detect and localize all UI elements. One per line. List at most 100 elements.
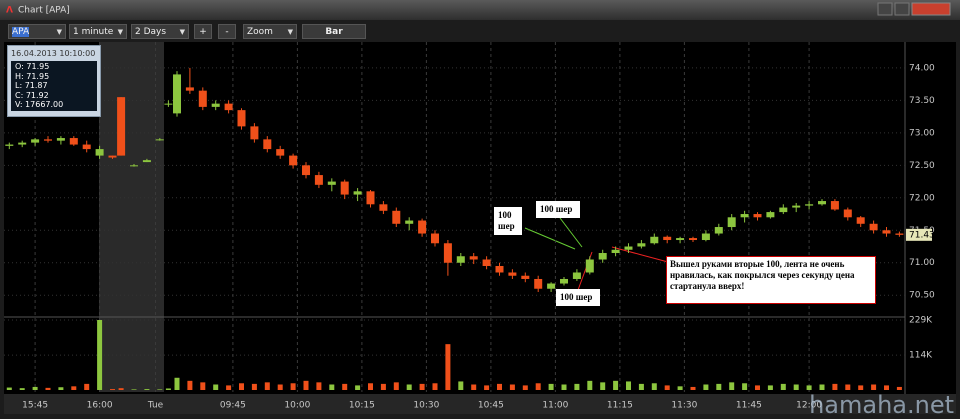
annotation: 100 шер xyxy=(536,201,580,218)
volume-bar xyxy=(884,385,889,390)
volume-bar xyxy=(144,389,150,390)
volume-bar xyxy=(342,383,348,390)
y-tick-label: 71.00 xyxy=(909,258,935,268)
volume-bar xyxy=(742,383,748,390)
candle-body xyxy=(276,149,285,156)
info-line: L: 71.87 xyxy=(15,81,48,90)
candle-body xyxy=(456,256,465,263)
x-tick-label: 10:30 xyxy=(413,401,439,411)
candle-body xyxy=(237,110,246,127)
volume-bar xyxy=(509,384,515,390)
candle-body xyxy=(869,223,878,231)
info-date: 16.04.2013 10:10:00 xyxy=(11,49,96,58)
comment-box: Вышел руками вторые 100, лента не очень … xyxy=(666,256,876,304)
candle-body xyxy=(766,212,775,218)
candle-body xyxy=(366,191,375,205)
candle-body xyxy=(224,103,233,111)
style-button[interactable]: Bar xyxy=(302,24,366,39)
candle-body xyxy=(663,236,672,241)
y-tick-label: 73.50 xyxy=(909,96,935,106)
x-tick-label: 11:45 xyxy=(736,401,762,411)
volume-bar xyxy=(703,384,709,390)
volume-bar xyxy=(858,385,864,390)
candle-body xyxy=(130,165,138,167)
candle-body xyxy=(82,144,91,150)
volume-bar xyxy=(303,380,309,390)
volume-bar xyxy=(716,383,722,390)
volume-bar xyxy=(845,384,851,390)
volume-bar xyxy=(729,382,735,390)
x-tick-label: 10:00 xyxy=(284,401,310,411)
volume-bar xyxy=(574,383,580,390)
volume-bar xyxy=(393,382,399,390)
candle-body xyxy=(18,142,27,145)
symbol-select[interactable]: APA xyxy=(8,24,66,40)
title-bar xyxy=(0,0,960,20)
volume-bar xyxy=(406,384,412,390)
volume-tick-label: 114K xyxy=(909,351,933,361)
interval-select[interactable]: 1 minute xyxy=(69,24,127,40)
volume-bar xyxy=(239,383,244,390)
volume-bar xyxy=(561,384,567,390)
candle-body xyxy=(31,139,40,143)
candle-body xyxy=(56,138,65,141)
volume-bar xyxy=(600,382,606,390)
y-tick-label: 72.00 xyxy=(909,193,935,203)
zoom-select[interactable]: Zoom xyxy=(243,24,297,40)
candle-body xyxy=(289,155,298,166)
candle-body xyxy=(508,272,517,276)
volume-bar xyxy=(200,382,206,390)
volume-bar xyxy=(277,384,283,390)
info-line: H: 71.95 xyxy=(15,71,50,81)
info-line: O: 71.95 xyxy=(15,62,50,71)
candle-body xyxy=(843,209,852,218)
maximize-button[interactable] xyxy=(894,2,910,16)
volume-bar xyxy=(535,383,541,390)
candle-body xyxy=(69,138,78,145)
candle-body xyxy=(818,201,826,205)
volume-bar xyxy=(226,385,232,390)
x-tick-label: Tue xyxy=(147,401,164,411)
y-tick-label: 73.00 xyxy=(909,128,935,138)
volume-bar xyxy=(368,383,373,390)
annotation: 100 шер xyxy=(494,207,522,235)
candle-body xyxy=(405,220,414,224)
candle-body xyxy=(302,165,310,176)
candle-body xyxy=(572,272,581,279)
zoom-out-button[interactable]: - xyxy=(218,24,236,39)
volume-bar xyxy=(316,382,322,390)
minimize-button[interactable] xyxy=(877,2,893,16)
candle-body xyxy=(250,126,259,140)
volume-bar xyxy=(690,386,696,390)
volume-bar xyxy=(97,320,103,390)
volume-bar xyxy=(896,386,902,390)
candle-body xyxy=(482,259,491,266)
volume-bar xyxy=(84,383,90,390)
candle-body xyxy=(585,259,594,273)
candle-body xyxy=(727,217,736,228)
candle-body xyxy=(547,283,556,289)
candle-body xyxy=(379,204,388,211)
candle-body xyxy=(895,233,904,235)
range-select[interactable]: 2 Days xyxy=(131,24,189,40)
volume-bar xyxy=(290,383,296,390)
volume-bar xyxy=(71,386,77,390)
volume-bar xyxy=(445,344,451,390)
candle-body xyxy=(327,181,336,185)
volume-bar xyxy=(264,382,270,390)
candle-body xyxy=(830,201,839,210)
volume-bar xyxy=(329,384,335,390)
candle-body xyxy=(676,238,685,241)
candle-body xyxy=(418,220,427,234)
volume-bar xyxy=(755,385,760,390)
volume-bar xyxy=(6,387,12,390)
candle-body xyxy=(95,149,104,156)
candle-body xyxy=(469,256,478,260)
candle-body xyxy=(198,90,207,107)
candle-body xyxy=(340,181,349,195)
volume-bar xyxy=(548,383,554,390)
arrow xyxy=(559,217,583,248)
zoom-in-button[interactable]: + xyxy=(194,24,212,39)
volume-bar xyxy=(871,384,877,390)
close-button[interactable] xyxy=(911,2,951,16)
